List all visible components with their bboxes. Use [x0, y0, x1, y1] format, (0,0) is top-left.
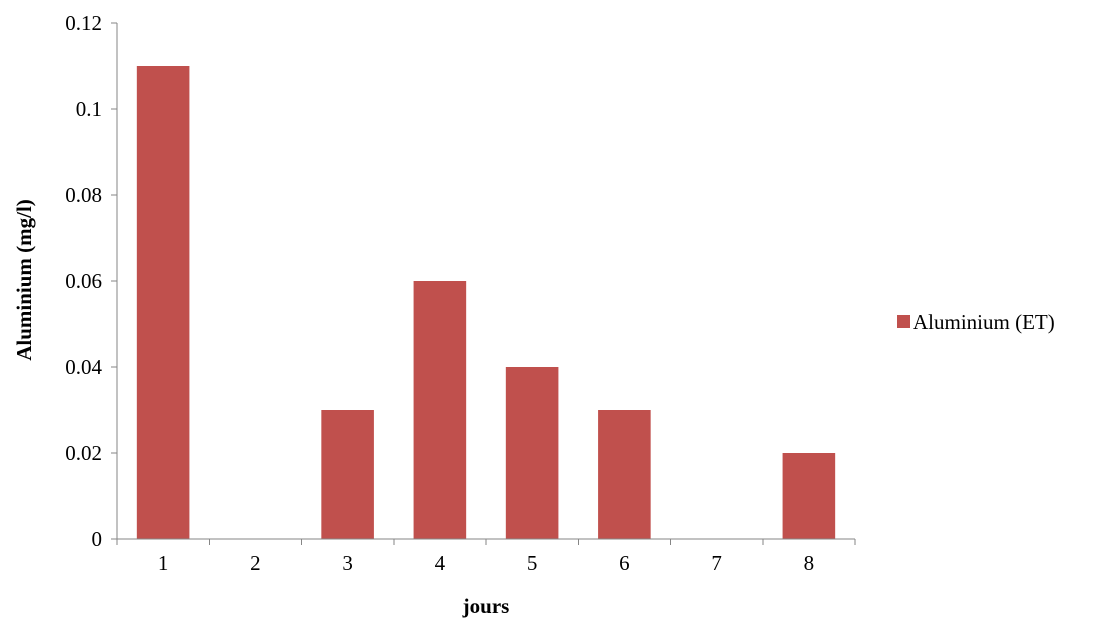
y-tick-label: 0.06: [65, 269, 102, 293]
x-tick-label: 3: [342, 551, 353, 575]
x-tick-label: 4: [435, 551, 446, 575]
y-tick-label: 0.1: [76, 97, 102, 121]
bar-8: [782, 453, 836, 539]
x-tick-label: 5: [527, 551, 538, 575]
legend: Aluminium (ET): [897, 310, 1055, 334]
x-tick-label: 1: [158, 551, 169, 575]
bar-4: [413, 281, 467, 539]
x-tick-label: 2: [250, 551, 261, 575]
y-tick-label: 0: [92, 527, 103, 551]
x-tick-label: 6: [619, 551, 630, 575]
x-tick-label: 7: [711, 551, 722, 575]
bar-3: [321, 410, 374, 539]
y-tick-label: 0.04: [65, 355, 102, 379]
y-ticks-group: 0 0.02 0.04 0.06 0.08 0.1 0.12: [65, 11, 102, 551]
axes-group: [111, 22, 856, 545]
bars-group: [136, 66, 836, 539]
bar-5: [505, 367, 559, 539]
y-tick-label: 0.12: [65, 11, 102, 35]
y-axis-title: Aluminium (mg/l): [12, 199, 36, 361]
y-tick-label: 0.08: [65, 183, 102, 207]
legend-swatch: [897, 315, 910, 328]
y-tick-label: 0.02: [65, 441, 102, 465]
legend-label: Aluminium (ET): [913, 310, 1055, 334]
bar-1: [136, 66, 190, 539]
bar-6: [598, 410, 651, 539]
x-ticks-group: 1 2 3 4 5 6 7 8: [158, 551, 814, 575]
x-axis-title: jours: [462, 594, 510, 618]
x-tick-label: 8: [804, 551, 815, 575]
